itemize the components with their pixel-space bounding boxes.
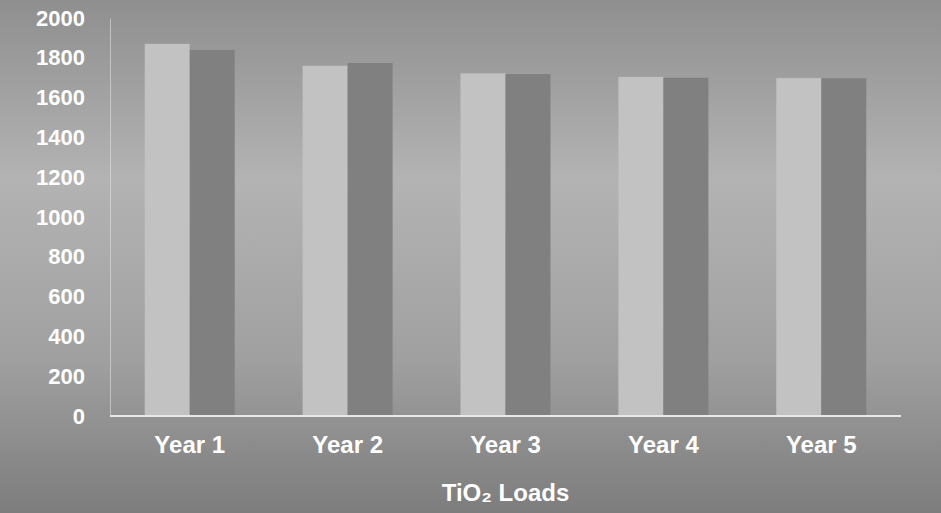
tick: Year 1	[154, 416, 225, 458]
bar	[190, 50, 235, 416]
tick: Year 3	[470, 416, 541, 458]
x-axis-line	[110, 415, 901, 417]
bars	[145, 44, 867, 416]
tick: 2000	[36, 6, 110, 31]
tick-label: 1200	[36, 165, 85, 190]
tick-label: 1400	[36, 125, 85, 150]
tick-label: 1000	[36, 205, 85, 230]
y-axis-line	[110, 19, 111, 417]
tick-label: 1800	[36, 45, 85, 70]
tick-label: Year 4	[628, 431, 699, 458]
tick-label: Year 2	[312, 431, 383, 458]
bar	[618, 77, 663, 416]
tick-label: 400	[48, 324, 85, 349]
tick-label: Year 1	[154, 431, 225, 458]
tick: 600	[48, 284, 110, 309]
bar	[663, 78, 708, 416]
tick: 1200	[36, 165, 110, 190]
bar	[506, 74, 551, 416]
tick-label: Year 5	[786, 431, 857, 458]
tick: 1800	[36, 45, 110, 70]
tick: 800	[48, 244, 110, 269]
background	[0, 0, 941, 513]
tick-label: 0	[73, 404, 85, 429]
tick-label: Year 3	[470, 431, 541, 458]
tick: 400	[48, 324, 110, 349]
bar	[821, 78, 866, 416]
tick-label: 2000	[36, 6, 85, 31]
tick: Year 5	[786, 416, 857, 458]
tick-label: 800	[48, 244, 85, 269]
x-axis-title: TiO₂ Loads	[442, 479, 570, 506]
x-axis: Year 1 Year 2 Year 3 Year 4 Year 5	[110, 416, 901, 458]
tick: Year 4	[628, 416, 699, 458]
tick: 1600	[36, 85, 110, 110]
y-axis: 0 200 400 600 800 1000 1200 1400 1600 1800 2000	[36, 6, 110, 429]
tick: 0	[73, 404, 110, 429]
bar	[303, 66, 348, 416]
tick-label: 200	[48, 364, 85, 389]
chart: 0 200 400 600 800 1000 1200 1400 1600 1800 2000 Yea…	[0, 0, 941, 513]
bar	[348, 63, 393, 416]
tick: 200	[48, 364, 110, 389]
tick-label: 600	[48, 284, 85, 309]
bar	[145, 44, 190, 416]
tick-label: 1600	[36, 85, 85, 110]
bar	[461, 73, 506, 416]
tick: Year 2	[312, 416, 383, 458]
tick: 1400	[36, 125, 110, 150]
tick: 1000	[36, 205, 110, 230]
bar	[776, 78, 821, 416]
